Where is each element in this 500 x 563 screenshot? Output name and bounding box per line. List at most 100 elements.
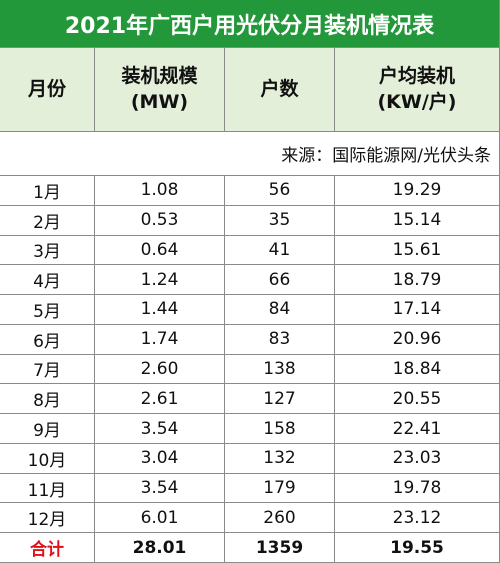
table-cell: 19.29: [335, 176, 500, 206]
cell-text: 0.53: [140, 210, 179, 231]
table-cell: 18.79: [335, 265, 500, 296]
table-cell: 138: [225, 354, 335, 385]
table-cell: 1月: [0, 176, 95, 206]
cell-text: 4月: [33, 272, 61, 293]
table-cell: 66: [225, 265, 335, 296]
header-text: 月份: [27, 77, 66, 100]
cell-text: 56: [268, 180, 291, 201]
cell-text: 19.78: [392, 478, 442, 499]
table-cell: 3月: [0, 235, 95, 266]
table-cell: 0.64: [95, 235, 225, 266]
cell-text: 66: [268, 269, 291, 290]
cell-text: 260: [263, 507, 296, 528]
source-row: 来源：国际能源网/光伏头条: [0, 132, 500, 176]
table-cell: 132: [225, 443, 335, 474]
header-text: (MW): [130, 90, 189, 113]
cell-text: 0.64: [140, 239, 179, 260]
cell-text: 20.96: [392, 329, 442, 350]
table-cell: 1.74: [95, 324, 225, 355]
table-cell: 3.54: [95, 414, 225, 444]
total-cell: 19.55: [335, 533, 500, 563]
cell-text: 20.55: [392, 388, 442, 409]
table-cell: 6月: [0, 324, 95, 355]
total-text: 28.01: [132, 537, 187, 558]
cell-text: 11月: [27, 480, 67, 501]
cell-text: 1.44: [140, 299, 179, 320]
cell-text: 8月: [33, 391, 61, 412]
header-cell: 装机规模 (MW): [95, 48, 225, 132]
table-cell: 22.41: [335, 414, 500, 444]
cell-text: 15.14: [392, 210, 442, 231]
source-text: 来源：国际能源网/光伏头条: [281, 146, 491, 166]
total-text: 1359: [255, 537, 304, 558]
table-cell: 7月: [0, 354, 95, 385]
table-cell: 35: [225, 205, 335, 236]
table-cell: 12月: [0, 503, 95, 534]
table-cell: 3.54: [95, 473, 225, 504]
total-text: 19.55: [390, 537, 444, 558]
table-cell: 260: [225, 503, 335, 534]
table-cell: 2月: [0, 205, 95, 236]
table-cell: 20.96: [335, 324, 500, 355]
cell-text: 3.04: [140, 448, 179, 469]
table-cell: 17.14: [335, 295, 500, 325]
cell-text: 3月: [33, 242, 61, 263]
header-cell: 户均装机 (KW/户): [335, 48, 500, 132]
table-cell: 2.60: [95, 354, 225, 385]
table-cell: 1.44: [95, 295, 225, 325]
table-cell: 9月: [0, 414, 95, 444]
cell-text: 41: [268, 239, 291, 260]
cell-text: 1.08: [140, 180, 179, 201]
cell-text: 2月: [33, 212, 61, 233]
cell-text: 23.03: [392, 448, 442, 469]
header-cell: 月份: [0, 48, 95, 132]
table-cell: 56: [225, 176, 335, 206]
header-text: 装机规模: [121, 64, 198, 87]
cell-text: 132: [263, 448, 296, 469]
table-cell: 5月: [0, 295, 95, 325]
cell-text: 179: [263, 478, 296, 499]
cell-text: 7月: [33, 361, 61, 382]
table-cell: 127: [225, 384, 335, 415]
table-cell: 0.53: [95, 205, 225, 236]
cell-text: 83: [268, 329, 291, 350]
table-cell: 23.12: [335, 503, 500, 534]
header-cell: 户数: [225, 48, 335, 132]
cell-text: 1.74: [140, 329, 179, 350]
cell-text: 9月: [33, 421, 61, 442]
cell-text: 23.12: [392, 507, 442, 528]
cell-text: 127: [263, 388, 296, 409]
cell-text: 19.29: [392, 180, 442, 201]
cell-text: 5月: [33, 301, 61, 322]
cell-text: 6月: [33, 331, 61, 352]
cell-text: 1.24: [140, 269, 179, 290]
cell-text: 3.54: [140, 478, 179, 499]
table-cell: 8月: [0, 384, 95, 415]
total-cell: 1359: [225, 533, 335, 563]
cell-text: 35: [268, 210, 291, 231]
cell-text: 158: [263, 418, 296, 439]
table-cell: 20.55: [335, 384, 500, 415]
cell-text: 1月: [33, 182, 61, 203]
cell-text: 6.01: [140, 507, 179, 528]
cell-text: 22.41: [392, 418, 442, 439]
table-cell: 6.01: [95, 503, 225, 534]
cell-text: 3.54: [140, 418, 179, 439]
header-text: (KW/户): [377, 90, 457, 113]
cell-text: 84: [268, 299, 291, 320]
table-cell: 10月: [0, 443, 95, 474]
table-cell: 4月: [0, 265, 95, 296]
title-bar: 2021年广西户用光伏分月装机情况表: [0, 0, 500, 48]
table-cell: 84: [225, 295, 335, 325]
cell-text: 10月: [27, 450, 67, 471]
table-cell: 1.24: [95, 265, 225, 296]
table-cell: 83: [225, 324, 335, 355]
total-cell: 28.01: [95, 533, 225, 563]
cell-text: 138: [263, 358, 296, 379]
total-text: 合计: [30, 540, 64, 561]
table-cell: 19.78: [335, 473, 500, 504]
table-cell: 11月: [0, 473, 95, 504]
table-cell: 1.08: [95, 176, 225, 206]
table-title: 2021年广西户用光伏分月装机情况表: [64, 13, 435, 39]
